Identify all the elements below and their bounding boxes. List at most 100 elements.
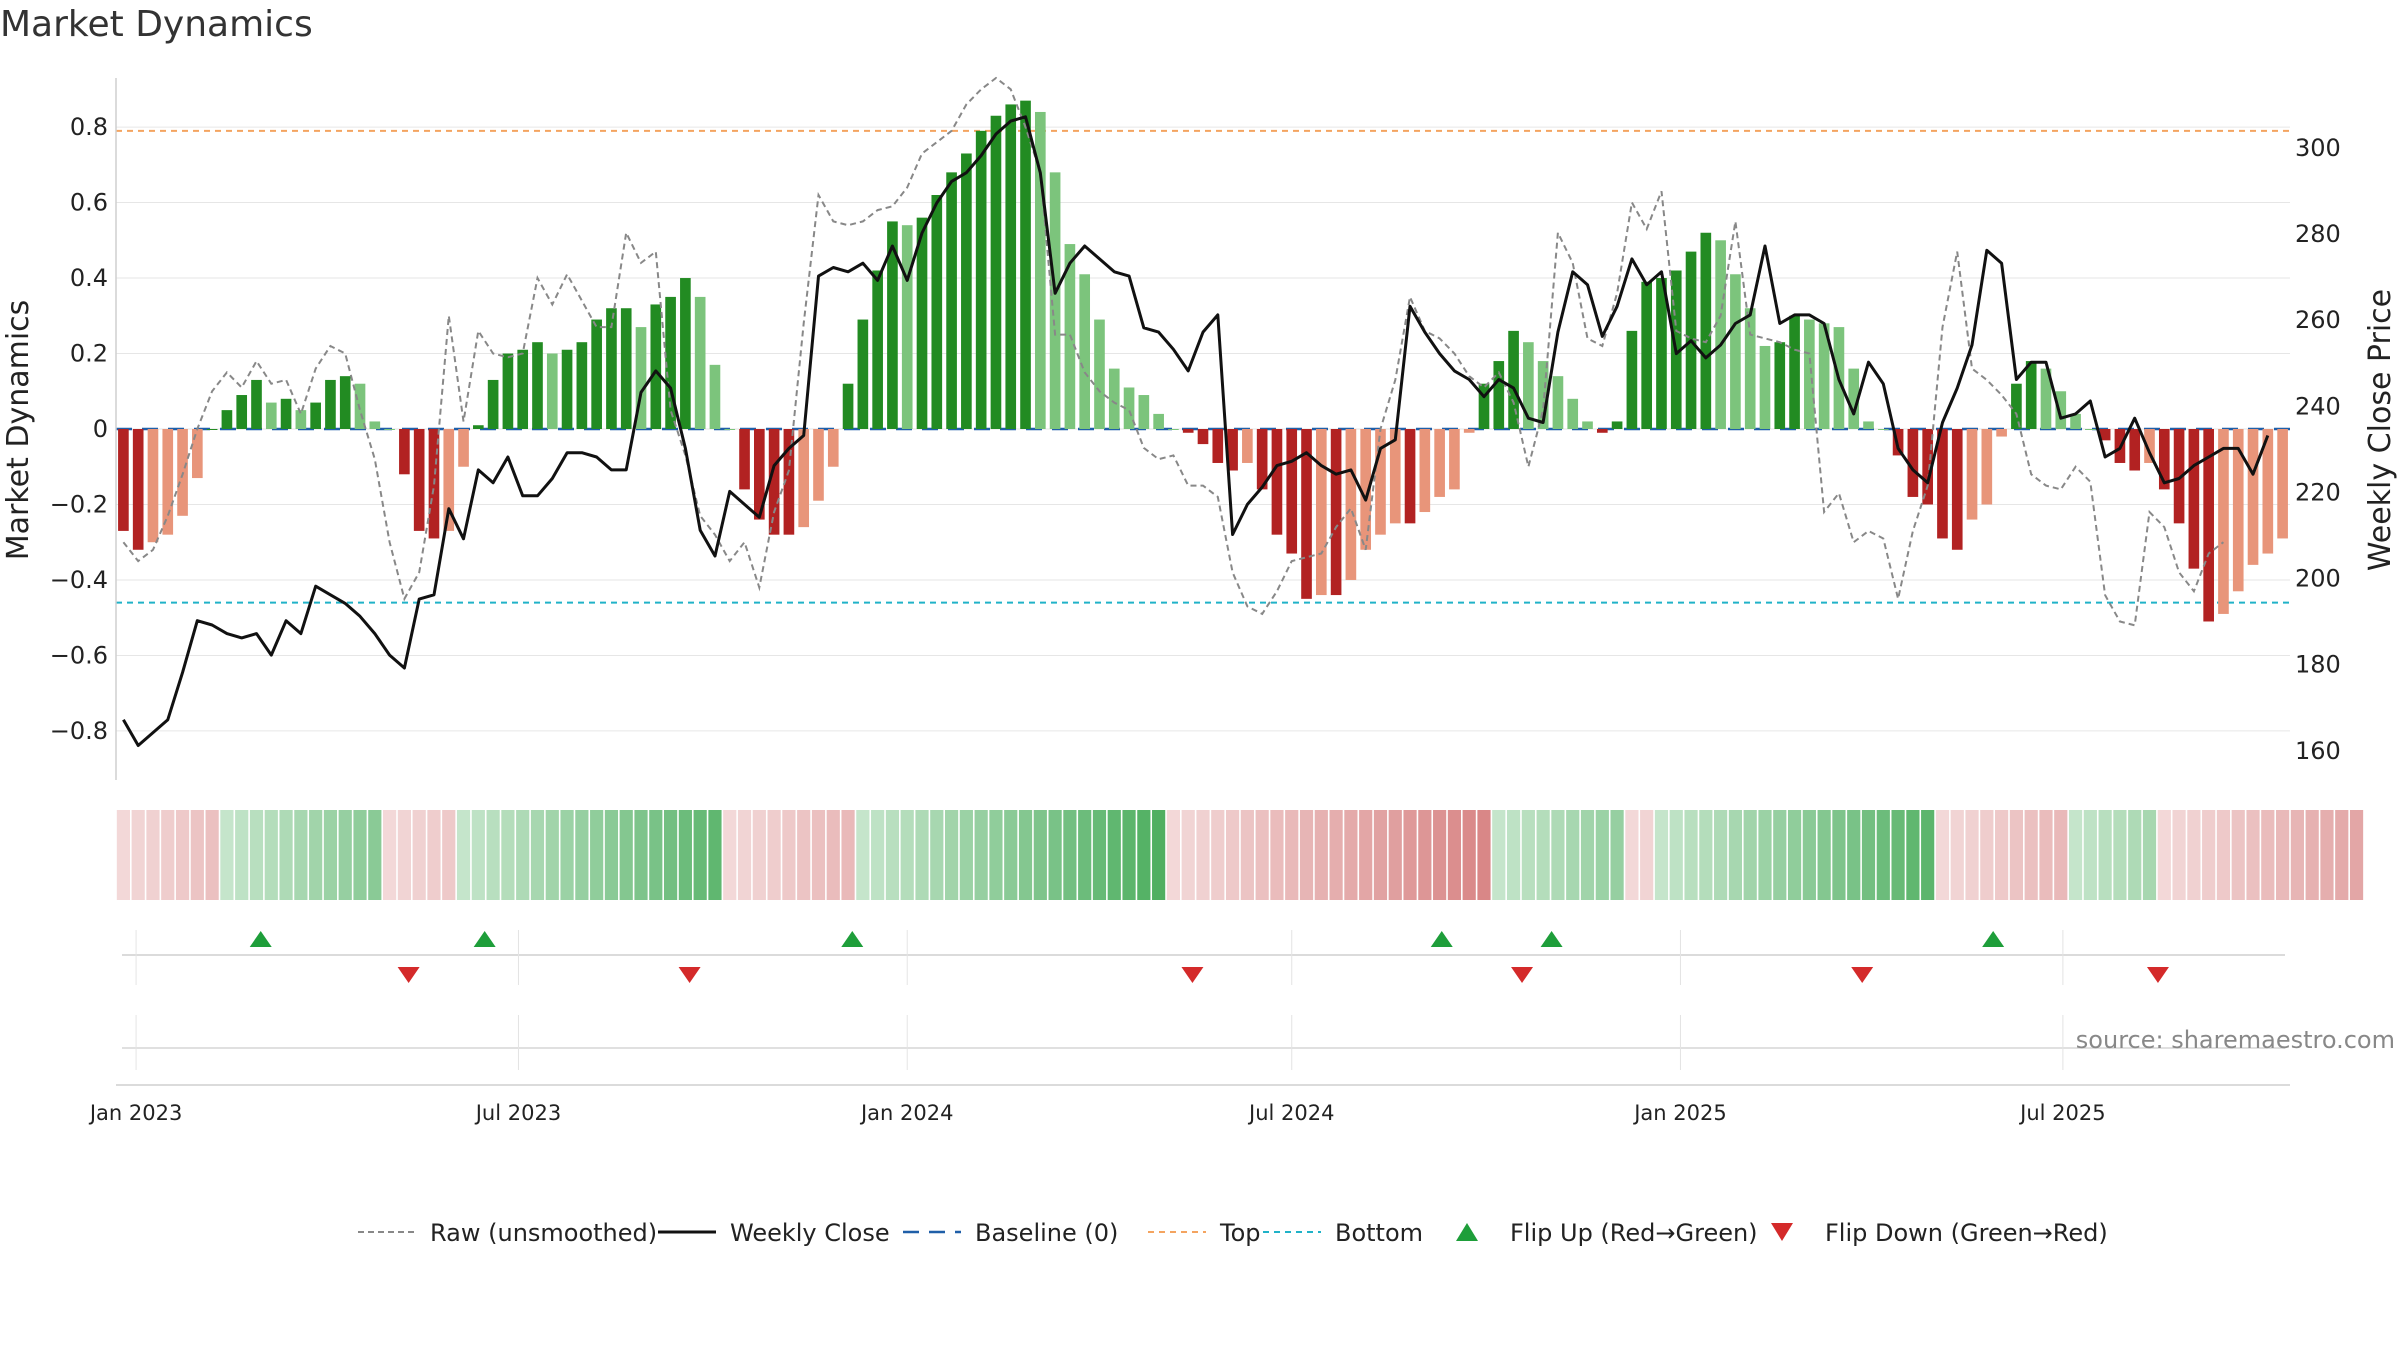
regime-cell xyxy=(486,810,500,900)
dynamics-bar xyxy=(1596,429,1608,433)
dynamics-bar xyxy=(1508,330,1519,429)
dynamics-bar xyxy=(118,429,129,531)
regime-cell xyxy=(900,810,914,900)
dynamics-bar xyxy=(162,429,174,535)
dynamics-bar xyxy=(295,410,307,429)
dynamics-bar xyxy=(1478,383,1490,429)
regime-cell xyxy=(1462,810,1476,900)
regime-cell xyxy=(1418,810,1432,900)
regime-cell xyxy=(1137,810,1151,900)
regime-cell xyxy=(1995,810,2009,900)
dynamics-bar xyxy=(842,383,854,429)
regime-cell xyxy=(1580,810,1595,900)
dynamics-bar xyxy=(2025,361,2037,429)
dynamics-bar xyxy=(887,221,898,429)
dynamics-bar xyxy=(1863,421,1874,429)
dynamics-bar xyxy=(2040,368,2052,429)
regime-cell xyxy=(1447,810,1462,900)
dynamics-bar xyxy=(606,308,617,429)
left-tick-label: −0.2 xyxy=(50,490,108,518)
dynamics-bar xyxy=(369,421,381,429)
flip-down-marker xyxy=(1851,967,1874,983)
legend-label: Bottom xyxy=(1335,1219,1423,1247)
regime-cell xyxy=(1329,810,1343,900)
right-tick-label: 200 xyxy=(2295,565,2341,593)
dynamics-bar xyxy=(280,398,292,429)
flip-markers xyxy=(122,931,2285,983)
dynamics-bar xyxy=(1020,100,1031,429)
regime-cell xyxy=(1299,810,1314,900)
dynamics-bar xyxy=(1774,342,1786,429)
dynamics-bar xyxy=(1937,429,1948,539)
regime-cell xyxy=(1669,810,1683,900)
dynamics-bar xyxy=(1567,398,1579,429)
flip-down-marker xyxy=(1511,967,1534,983)
regime-cell xyxy=(974,810,988,900)
dynamics-bar xyxy=(709,364,721,429)
regime-cell xyxy=(575,810,589,900)
regime-cell xyxy=(1092,810,1107,900)
regime-cell xyxy=(811,810,826,900)
regime-cell xyxy=(2305,810,2319,900)
right-tick-label: 260 xyxy=(2295,306,2341,334)
regime-cell xyxy=(545,810,559,900)
regime-cell xyxy=(604,810,619,900)
flip-up-marker xyxy=(841,931,864,947)
regime-cell xyxy=(1122,810,1136,900)
x-axis-ticks: Jan 2023 Jul 2023 Jan 2024 Jul 2024 Jan 2025… xyxy=(88,930,2106,1125)
regime-cell xyxy=(2246,810,2260,900)
dynamics-bar xyxy=(1301,429,1312,599)
flip-down-marker xyxy=(2146,967,2169,983)
dynamics-bar xyxy=(1641,281,1652,429)
dynamics-bar xyxy=(739,429,750,490)
dynamics-bar xyxy=(827,429,839,467)
regime-cell xyxy=(1181,810,1195,900)
regime-cell xyxy=(456,810,471,900)
regime-cell xyxy=(1921,810,1935,900)
regime-cell xyxy=(338,810,352,900)
x-tick-label: Jan 2023 xyxy=(88,1101,183,1125)
left-tick-label: 0.2 xyxy=(70,340,108,368)
regime-cell xyxy=(782,810,796,900)
regime-cell xyxy=(501,810,515,900)
right-tick-label: 160 xyxy=(2295,737,2341,765)
dynamics-bar xyxy=(2173,429,2185,524)
left-axis-title: Market Dynamics xyxy=(1,300,36,561)
dynamics-bar xyxy=(517,349,529,429)
dynamics-bar xyxy=(1996,429,2007,437)
dynamics-bar xyxy=(1034,111,1046,429)
regime-cell xyxy=(1285,810,1299,900)
dynamics-bar xyxy=(1419,429,1431,513)
regime-cell xyxy=(1373,810,1388,900)
dynamics-bar xyxy=(1123,387,1135,429)
regime-cell xyxy=(1787,810,1802,900)
dynamics-bar xyxy=(399,429,410,475)
regime-cell xyxy=(1817,810,1831,900)
regime-cell xyxy=(264,810,278,900)
dynamics-bar xyxy=(443,429,455,531)
dynamics-bar xyxy=(1877,429,1889,430)
dynamics-bar xyxy=(901,225,913,429)
regime-cell xyxy=(1625,810,1639,900)
left-tick-label: 0.8 xyxy=(70,113,108,141)
dynamics-bar xyxy=(2277,429,2288,539)
dynamics-bar xyxy=(1005,104,1017,429)
x-tick-label: Jan 2024 xyxy=(859,1101,954,1125)
legend-label: Weekly Close xyxy=(730,1219,890,1247)
dynamics-bar xyxy=(1345,429,1357,580)
right-tick-label: 220 xyxy=(2295,478,2341,506)
dynamics-bar xyxy=(1951,429,1963,550)
regime-cell xyxy=(649,810,663,900)
regime-cell xyxy=(826,810,840,900)
dynamics-bar xyxy=(1759,345,1771,429)
regime-cell xyxy=(1832,810,1846,900)
dynamics-bar xyxy=(413,429,425,531)
regime-cell xyxy=(1492,810,1506,900)
dynamics-bar xyxy=(502,353,514,429)
raw-line-layer xyxy=(122,76,2225,627)
dynamics-bar xyxy=(473,425,484,429)
regime-cell xyxy=(131,810,145,900)
x-tick-label: Jul 2025 xyxy=(2018,1101,2105,1125)
regime-cell xyxy=(2320,810,2334,900)
